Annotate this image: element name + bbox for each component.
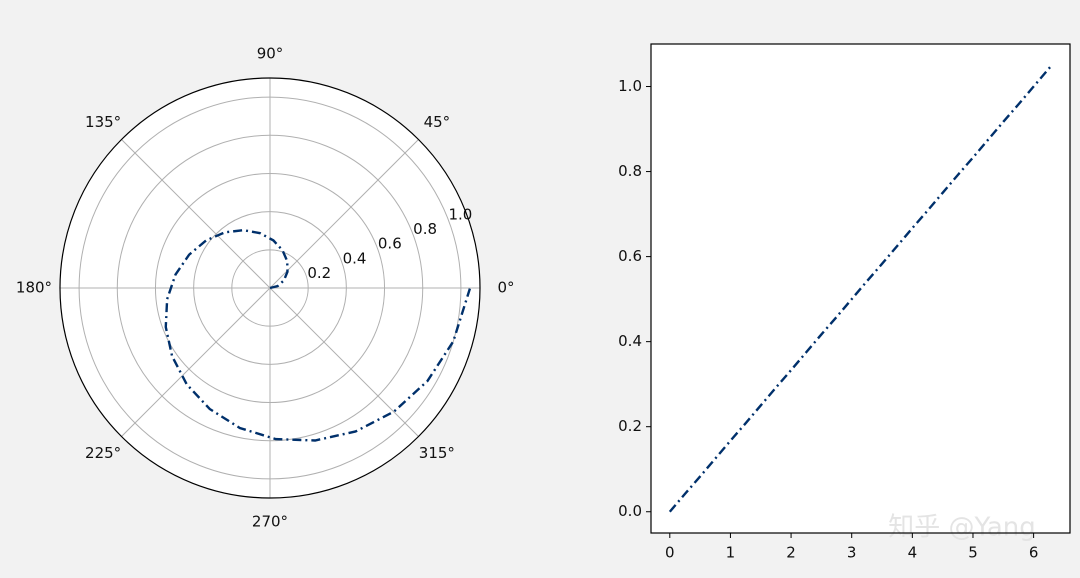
y-tick-label: 0.0 <box>618 502 642 520</box>
x-tick-label: 3 <box>847 544 857 562</box>
angle-tick-label: 270° <box>252 513 288 531</box>
angle-tick-label: 315° <box>419 444 455 462</box>
radial-tick-label: 1.0 <box>448 205 472 223</box>
x-tick-label: 2 <box>786 544 796 562</box>
radial-grid-line <box>231 249 309 327</box>
angle-tick-label: 45° <box>424 113 451 131</box>
angle-tick-label: 0° <box>497 279 514 297</box>
x-tick-label: 0 <box>665 544 675 562</box>
y-tick-label: 0.4 <box>618 332 642 350</box>
angle-tick-label: 90° <box>257 45 284 63</box>
axes-frame <box>650 43 1071 534</box>
angle-tick-label: 135° <box>85 113 121 131</box>
polar-frame <box>59 77 481 499</box>
x-tick-label: 1 <box>726 544 736 562</box>
angle-tick-label: 180° <box>16 279 52 297</box>
x-tick-label: 4 <box>908 544 918 562</box>
y-tick-label: 1.0 <box>618 77 642 95</box>
radial-tick-label: 0.2 <box>307 264 331 282</box>
watermark: 知乎 @Yang <box>888 513 1035 543</box>
spiral-line <box>164 228 472 442</box>
x-tick-label: 6 <box>1029 544 1039 562</box>
angle-grid-line <box>269 139 419 289</box>
radial-grid-line <box>193 211 347 365</box>
y-tick-label: 0.8 <box>618 162 642 180</box>
radial-tick-label: 0.6 <box>378 235 402 253</box>
radial-grid-line <box>154 172 386 404</box>
radial-grid-line <box>78 96 462 480</box>
x-tick-label: 5 <box>968 544 978 562</box>
radial-grid-line <box>116 134 424 442</box>
y-tick-label: 0.2 <box>618 417 642 435</box>
angle-tick-label: 225° <box>85 444 121 462</box>
radial-tick-label: 0.4 <box>343 249 367 267</box>
radial-tick-label: 0.8 <box>413 220 437 238</box>
angle-grid-line <box>121 139 271 289</box>
y-tick-label: 0.6 <box>618 247 642 265</box>
angle-grid-line <box>269 287 419 437</box>
line <box>668 65 1052 513</box>
angle-grid-line <box>121 287 271 437</box>
